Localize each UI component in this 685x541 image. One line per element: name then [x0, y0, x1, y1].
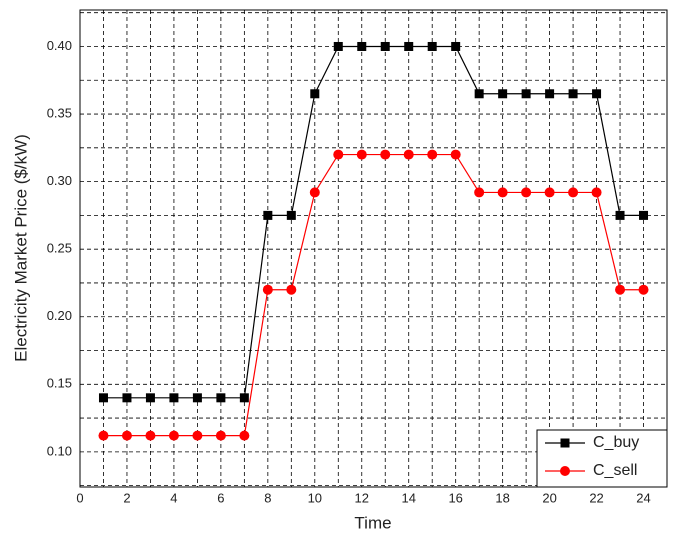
marker [427, 41, 437, 51]
x-tick-label: 4 [170, 490, 177, 505]
marker [521, 187, 532, 198]
y-tick-label: 0.35 [47, 105, 72, 120]
marker [403, 149, 414, 160]
plot-frame [79, 9, 668, 488]
marker [263, 210, 273, 220]
marker [357, 41, 367, 51]
y-axis-label: Electricity Market Price ($/kW) [11, 134, 30, 362]
marker [380, 149, 391, 160]
marker [521, 89, 531, 99]
marker [638, 284, 649, 295]
x-tick-label: 18 [495, 490, 509, 505]
marker [145, 393, 155, 403]
marker [356, 149, 367, 160]
marker [451, 41, 461, 51]
marker [169, 393, 179, 403]
legend-box [536, 429, 668, 488]
marker [639, 210, 649, 220]
marker [216, 393, 226, 403]
x-tick-label: 6 [217, 490, 224, 505]
marker [560, 466, 570, 476]
marker [474, 89, 484, 99]
legend-label: C_buy [593, 434, 639, 451]
x-tick-label: 20 [542, 490, 556, 505]
marker [568, 89, 578, 99]
marker [560, 438, 570, 448]
y-tick-label: 0.20 [47, 308, 72, 323]
y-tick-label: 0.25 [47, 241, 72, 256]
y-tick-label: 0.40 [47, 38, 72, 53]
x-tick-label: 12 [355, 490, 369, 505]
marker [192, 430, 203, 441]
marker [121, 430, 132, 441]
marker [333, 149, 344, 160]
marker [286, 210, 296, 220]
marker [450, 149, 461, 160]
marker [239, 430, 250, 441]
marker [239, 393, 249, 403]
x-tick-label: 22 [589, 490, 603, 505]
marker [333, 41, 343, 51]
marker [286, 284, 297, 295]
marker [215, 430, 226, 441]
y-tick-label: 0.10 [47, 443, 72, 458]
marker [310, 89, 320, 99]
x-tick-label: 2 [123, 490, 130, 505]
marker [568, 187, 579, 198]
marker [615, 284, 626, 295]
marker [98, 393, 108, 403]
x-axis-label: Time [354, 513, 391, 532]
marker [615, 210, 625, 220]
marker [145, 430, 156, 441]
plot-area [80, 10, 667, 487]
marker [591, 187, 602, 198]
y-tick-label: 0.15 [47, 376, 72, 391]
y-tick-label: 0.30 [47, 173, 72, 188]
marker [545, 89, 555, 99]
marker [98, 430, 109, 441]
x-tick-label: 0 [76, 490, 83, 505]
marker [592, 89, 602, 99]
legend-label: C_sell [593, 462, 637, 479]
x-tick-label: 10 [308, 490, 322, 505]
marker [262, 284, 273, 295]
x-tick-label: 8 [264, 490, 271, 505]
marker [309, 187, 320, 198]
marker [380, 41, 390, 51]
marker [544, 187, 555, 198]
marker [498, 89, 508, 99]
marker [122, 393, 132, 403]
marker [192, 393, 202, 403]
x-tick-label: 16 [448, 490, 462, 505]
marker [497, 187, 508, 198]
marker [168, 430, 179, 441]
marker [474, 187, 485, 198]
marker [404, 41, 414, 51]
marker [427, 149, 438, 160]
x-tick-label: 14 [401, 490, 415, 505]
x-tick-label: 24 [636, 490, 650, 505]
